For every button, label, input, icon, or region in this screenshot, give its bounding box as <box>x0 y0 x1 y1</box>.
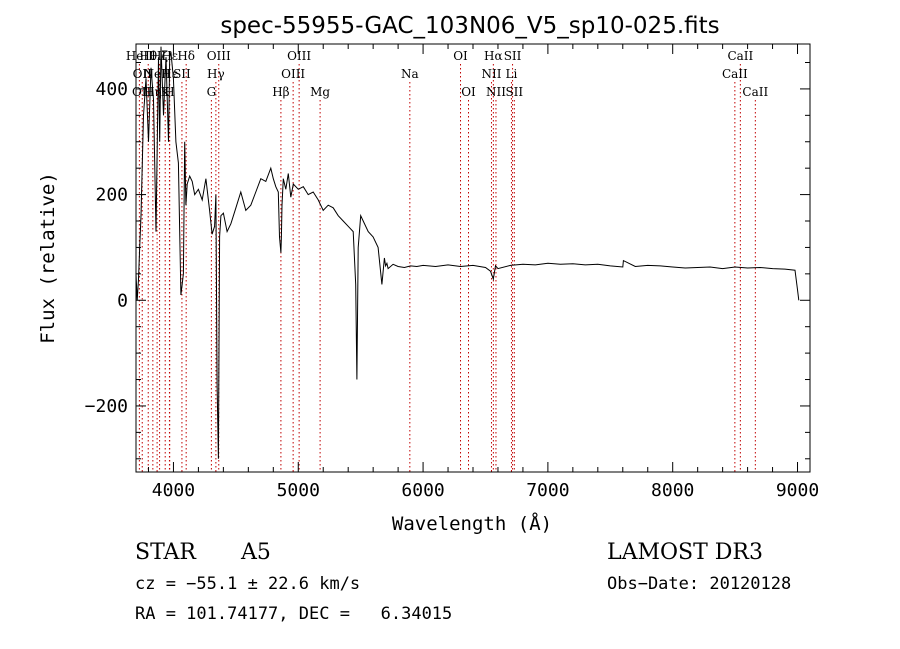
x-tick-label: 9000 <box>776 480 819 501</box>
y-tick-label: 0 <box>117 290 128 311</box>
line-marker-label: Hβ <box>272 85 289 99</box>
line-marker-label: NII <box>486 85 506 99</box>
line-markers: HeIIOIIOIIHθHηNeIIHζHεHεKHHδSIIOIIIHγGOI… <box>126 49 768 472</box>
y-axis-label: Flux (relative) <box>37 172 59 344</box>
line-marker-label: CaII <box>742 85 768 99</box>
line-marker-label: Na <box>401 67 419 81</box>
line-marker-label: OIII <box>281 67 305 81</box>
line-marker-label: K <box>161 85 171 99</box>
survey-name: LAMOST DR3 <box>607 540 763 565</box>
line-marker-label: Hζ <box>151 49 168 63</box>
line-marker-label: HeII <box>126 49 153 63</box>
line-marker-label: OI <box>453 49 468 63</box>
spectral-subclass: A5 <box>241 540 271 565</box>
x-tick-label: 6000 <box>401 480 444 501</box>
x-tick-label: 5000 <box>277 480 320 501</box>
line-marker-label: G <box>207 85 217 99</box>
line-marker-label: SII <box>505 85 523 99</box>
line-marker-label: Hθ <box>139 49 157 63</box>
line-marker-label: CaII <box>727 49 753 63</box>
y-axis: −200 0 200 400 <box>85 61 810 460</box>
line-marker-label: Hγ <box>207 67 225 81</box>
line-marker-label: Li <box>506 67 518 81</box>
line-marker-label: SII <box>504 49 522 63</box>
line-marker-label: Hδ <box>177 49 195 63</box>
x-tick-label: 4000 <box>152 480 195 501</box>
line-marker-label: OI <box>461 85 476 99</box>
line-marker-label: Hα <box>484 49 503 63</box>
x-tick-label: 7000 <box>526 480 569 501</box>
line-marker-label: NII <box>481 67 501 81</box>
x-axis: 4000 5000 6000 7000 8000 9000 <box>147 44 819 501</box>
line-marker-label: CaII <box>722 67 748 81</box>
redshift-velocity: cz = −55.1 ± 22.6 km/s <box>135 574 361 594</box>
observation-date: Obs−Date: 20120128 <box>607 574 792 594</box>
spectrum-line <box>135 46 800 459</box>
line-marker-label: Mg <box>310 85 330 99</box>
sky-coordinates: RA = 101.74177, DEC = 6.34015 <box>135 604 453 624</box>
x-tick-label: 8000 <box>651 480 694 501</box>
line-marker-label: OIII <box>287 49 311 63</box>
x-axis-label: Wavelength (Å) <box>392 512 552 535</box>
y-tick-label: 400 <box>95 79 128 100</box>
line-marker-label: OII <box>133 67 153 81</box>
y-tick-label: 200 <box>95 185 128 206</box>
line-marker-label: OIII <box>207 49 231 63</box>
object-class: STAR <box>135 540 196 565</box>
y-tick-label: −200 <box>85 396 128 417</box>
line-marker-label: SII <box>173 67 191 81</box>
chart-title: spec-55955-GAC_103N06_V5_sp10-025.fits <box>220 13 719 39</box>
plot-frame <box>135 43 811 473</box>
